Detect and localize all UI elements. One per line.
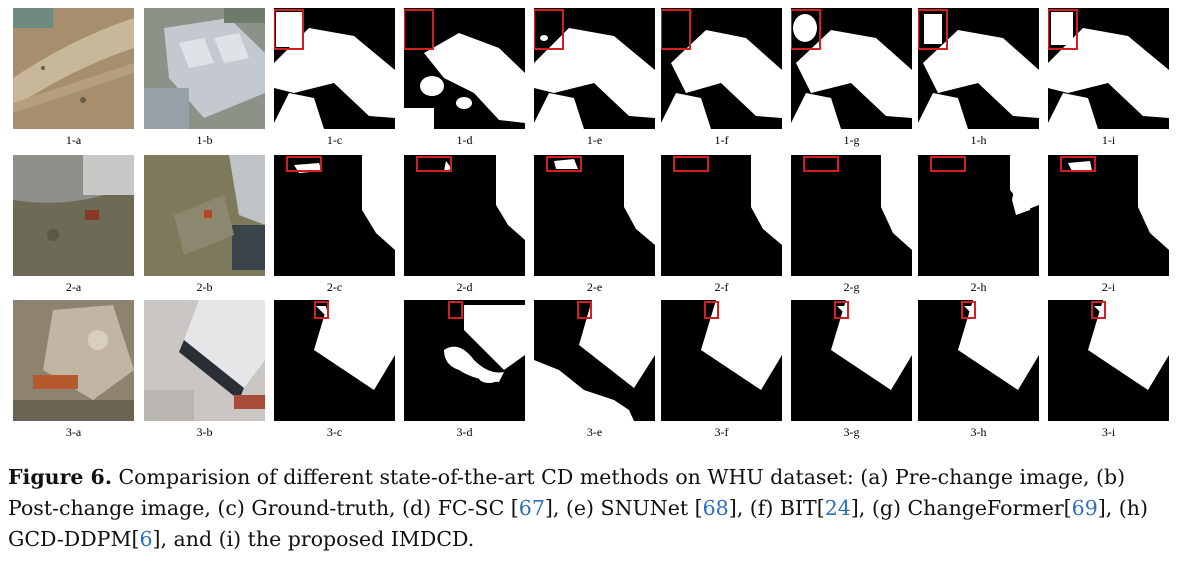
row3-gcd-ddpm-mask: [918, 300, 1039, 421]
panel-label: 3-b: [196, 425, 213, 439]
panel-label: 3-e: [586, 425, 603, 439]
panel-label: 1-d: [456, 133, 473, 147]
row3-fc-sc-mask: [404, 300, 525, 421]
caption-text: ], (g) ChangeFormer[: [850, 496, 1072, 520]
panel-label: 2-f: [714, 280, 729, 294]
panel-label: 1-b: [196, 133, 213, 147]
panel-label: 1-a: [65, 133, 82, 147]
caption-text: Comparision of different state-of-the-ar…: [8, 465, 1126, 520]
row2-ground-truth-mask: [274, 155, 395, 276]
row2-fc-sc-mask: [404, 155, 525, 276]
row3-ground-truth-mask: [274, 300, 395, 421]
row1-post-change-image: [144, 8, 265, 129]
row2-pre-change-image: [13, 155, 134, 276]
citation-link[interactable]: 67: [518, 496, 545, 520]
panel-label: 1-i: [1101, 133, 1116, 147]
row2-gcd-ddpm-mask: [918, 155, 1039, 276]
panel-label: 3-h: [970, 425, 987, 439]
row3-imdcd-mask: [1048, 300, 1169, 421]
panel-label: 1-e: [586, 133, 603, 147]
panel-label: 1-h: [970, 133, 987, 147]
panel-label: 3-d: [456, 425, 473, 439]
panel-label: 2-c: [326, 280, 343, 294]
row1-gcd-ddpm-mask: [918, 8, 1039, 129]
row3-snunet-mask: [534, 300, 655, 421]
panel-label: 1-c: [326, 133, 343, 147]
panel-label: 2-i: [1101, 280, 1116, 294]
panel-label: 1-g: [843, 133, 860, 147]
panel-label: 3-a: [65, 425, 82, 439]
row2-changeformer-mask: [791, 155, 912, 276]
row1-snunet-mask: [534, 8, 655, 129]
row1-ground-truth-mask: [274, 8, 395, 129]
row1-imdcd-mask: [1048, 8, 1169, 129]
panel-label: 3-f: [714, 425, 729, 439]
panel-label: 2-b: [196, 280, 213, 294]
panel-label: 2-a: [65, 280, 82, 294]
caption-text: ], (h) GCD-DDPM[: [8, 496, 1148, 551]
caption-text: ], (f) BIT[: [728, 496, 825, 520]
row1-bit-mask: [661, 8, 782, 129]
panel-label: 2-h: [970, 280, 987, 294]
panel-label: 2-g: [843, 280, 860, 294]
row2-bit-mask: [661, 155, 782, 276]
row2-post-change-image: [144, 155, 265, 276]
panel-label: 1-f: [714, 133, 729, 147]
row2-imdcd-mask: [1048, 155, 1169, 276]
caption-text: ], and (i) the proposed IMDCD.: [152, 527, 475, 551]
panel-label: 2-d: [456, 280, 473, 294]
citation-link[interactable]: 68: [702, 496, 729, 520]
citation-link[interactable]: 69: [1071, 496, 1098, 520]
row1-fc-sc-mask: [404, 8, 525, 129]
row3-pre-change-image: [13, 300, 134, 421]
row1-changeformer-mask: [791, 8, 912, 129]
comparison-figure: 1-a 1-b 1-c 1-d 1-e 1-f 1-g 1-h 1-i: [13, 8, 1169, 439]
row3-post-change-image: [144, 300, 265, 421]
figure-label: Figure 6.: [8, 465, 112, 489]
citation-link[interactable]: 6: [139, 527, 153, 551]
row2-snunet-mask: [534, 155, 655, 276]
row3-changeformer-mask: [791, 300, 912, 421]
citation-link[interactable]: 24: [824, 496, 851, 520]
row3-bit-mask: [661, 300, 782, 421]
figure-caption: Figure 6. Comparision of different state…: [8, 462, 1180, 555]
panel-label: 2-e: [586, 280, 603, 294]
panel-label: 3-i: [1101, 425, 1116, 439]
panel-label: 3-c: [326, 425, 343, 439]
row1-pre-change-image: [13, 8, 134, 129]
panel-label: 3-g: [843, 425, 860, 439]
caption-text: ], (e) SNUNet [: [544, 496, 703, 520]
